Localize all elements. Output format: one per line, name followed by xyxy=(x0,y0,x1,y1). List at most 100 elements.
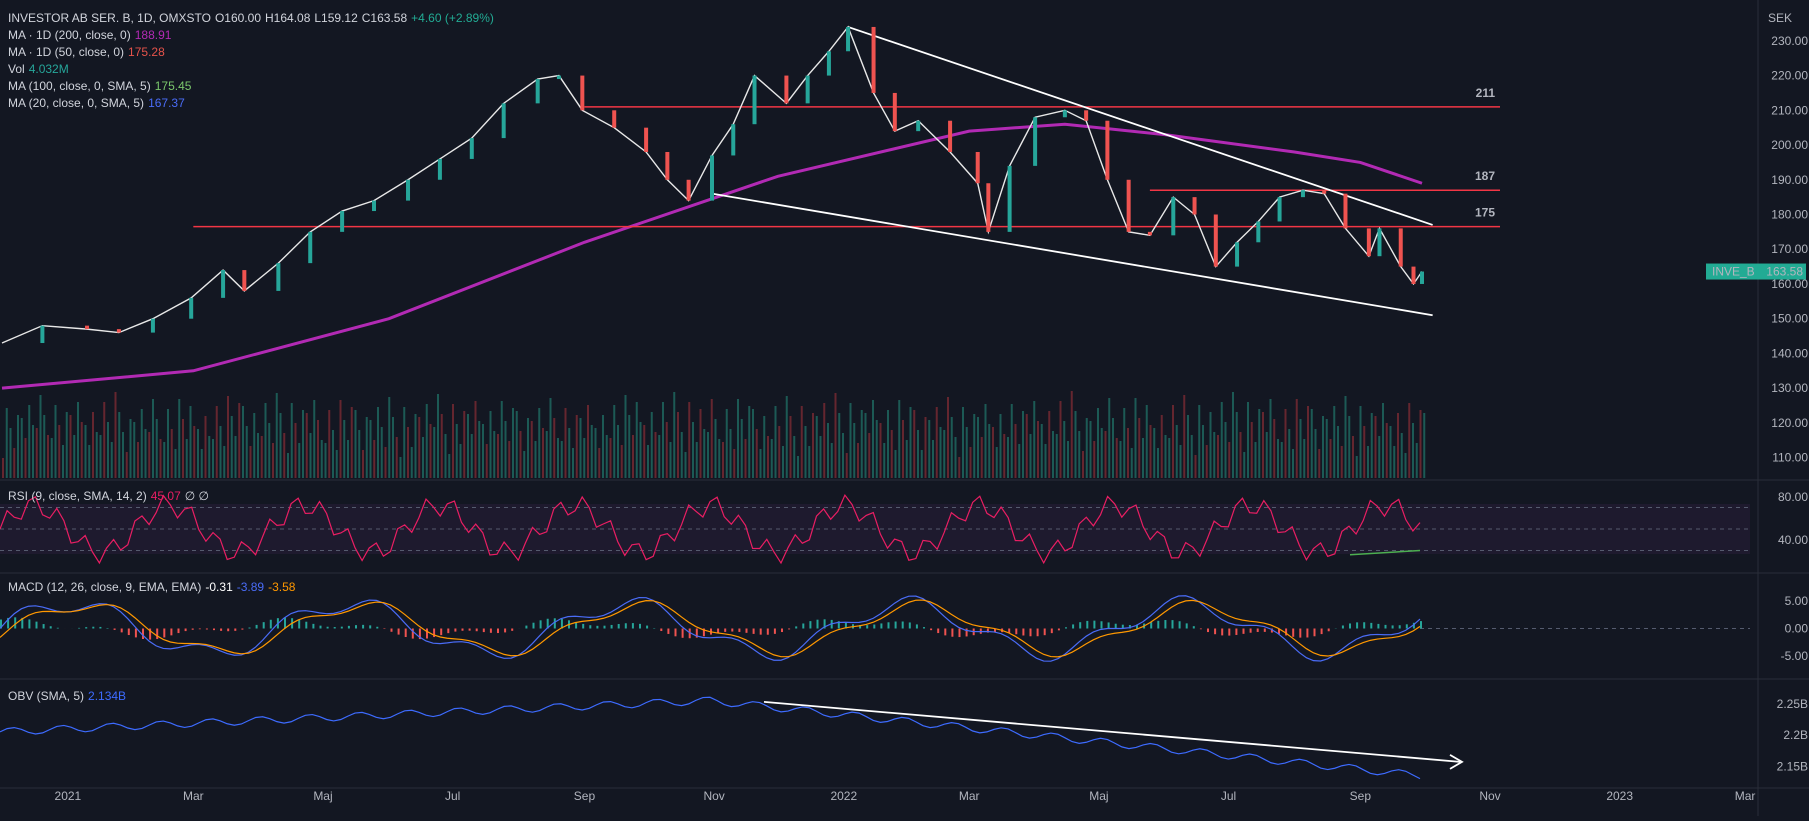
price-tick: 200.00 xyxy=(1771,138,1808,152)
ohlc-open: O160.00 xyxy=(215,10,261,27)
volume-bar xyxy=(190,406,192,478)
volume-bar xyxy=(456,424,458,478)
macd-histogram-bar xyxy=(305,622,307,629)
volume-bar xyxy=(1285,409,1287,478)
volume-bar xyxy=(403,407,405,478)
volume-bar xyxy=(1225,422,1227,478)
legend-ma200[interactable]: MA · 1D (200, close, 0)188.91 xyxy=(8,27,494,44)
volume-bar xyxy=(1281,442,1283,478)
price-tag-value: 163.58 xyxy=(1766,265,1803,279)
obv-legend[interactable]: OBV (SMA, 5)2.134B xyxy=(8,688,126,705)
volume-bar xyxy=(535,441,537,478)
macd-histogram-bar xyxy=(1356,622,1358,628)
macd-histogram-bar xyxy=(241,629,243,630)
candle xyxy=(1127,180,1131,232)
volume-bar xyxy=(670,442,672,478)
volume-bar xyxy=(992,427,994,478)
macd-histogram-bar xyxy=(57,628,59,629)
volume-bar xyxy=(362,450,364,478)
macd-histogram-bar xyxy=(1385,625,1387,629)
volume-bar xyxy=(932,440,934,478)
candle xyxy=(372,201,376,211)
volume-bar xyxy=(951,417,953,478)
legend-ma20[interactable]: MA (20, close, 0, SMA, 5)167.37 xyxy=(8,95,494,112)
volume-bar xyxy=(1363,426,1365,478)
volume-bar xyxy=(1270,399,1272,478)
legend-ma100[interactable]: MA (100, close, 0, SMA, 5)175.45 xyxy=(8,78,494,95)
volume-bar xyxy=(906,440,908,478)
volume-bar xyxy=(242,406,244,478)
candle xyxy=(580,76,584,111)
volume-bar xyxy=(1150,425,1152,478)
volume-bar xyxy=(1142,438,1144,478)
volume-bar xyxy=(1127,428,1129,478)
macd-histogram-bar xyxy=(426,629,428,639)
volume-bar xyxy=(216,406,218,478)
volume-bar xyxy=(441,414,443,478)
macd-histogram-bar xyxy=(270,620,272,629)
volume-bar xyxy=(718,439,720,478)
macd-histogram-bar xyxy=(99,627,101,629)
volume-bar xyxy=(520,431,522,478)
macd-histogram-bar xyxy=(383,629,385,630)
macd-histogram-bar xyxy=(114,629,116,630)
legend-ma50[interactable]: MA · 1D (50, close, 0)175.28 xyxy=(8,44,494,61)
volume-bar xyxy=(1378,436,1380,478)
macd-histogram-bar xyxy=(880,623,882,628)
candle xyxy=(1322,190,1326,193)
volume-bar xyxy=(565,408,567,478)
volume-bar xyxy=(452,404,454,478)
macd-histogram-bar xyxy=(916,624,918,628)
volume-bar xyxy=(193,426,195,478)
volume-bar xyxy=(171,429,173,478)
volume-bar xyxy=(516,411,518,478)
volume-bar xyxy=(1371,413,1373,478)
volume-bar xyxy=(1105,431,1107,478)
volume-bar xyxy=(130,419,132,478)
macd-histogram-bar xyxy=(504,629,506,633)
macd-histogram-bar xyxy=(163,629,165,638)
volume-bar xyxy=(921,450,923,478)
volume-bar xyxy=(838,413,840,478)
macd-histogram-bar xyxy=(1314,629,1316,637)
volume-bar xyxy=(853,423,855,478)
macd-legend[interactable]: MACD (12, 26, close, 9, EMA, EMA)-0.31-3… xyxy=(8,579,295,596)
macd-histogram-bar xyxy=(682,629,684,638)
volume-bar xyxy=(1048,411,1050,478)
candle xyxy=(1411,267,1415,284)
macd-histogram-bar xyxy=(50,626,52,628)
volume-bar xyxy=(685,452,687,478)
volume-bar xyxy=(287,453,289,478)
macd-histogram-bar xyxy=(1392,625,1394,628)
volume-bar xyxy=(1153,428,1155,478)
volume-bar xyxy=(748,406,750,478)
volume-bar xyxy=(553,418,555,478)
volume-bar xyxy=(306,413,308,478)
volume-bar xyxy=(1157,448,1159,478)
candle xyxy=(151,319,155,333)
macd-histogram-bar xyxy=(440,629,442,636)
macd-histogram-bar xyxy=(944,629,946,636)
rsi-legend[interactable]: RSI (9, close, SMA, 14, 2)45.07∅ ∅ xyxy=(8,488,209,505)
volume-bar xyxy=(1022,411,1024,478)
volume-bar xyxy=(1360,406,1362,478)
volume-bar xyxy=(51,438,53,478)
volume-bar xyxy=(1183,395,1185,478)
candle xyxy=(687,180,691,201)
candle xyxy=(948,121,952,152)
currency-label: SEK xyxy=(1768,11,1792,25)
volume-bar xyxy=(1213,432,1215,478)
ohlc-low: L159.12 xyxy=(314,10,357,27)
macd-histogram-bar xyxy=(930,629,932,631)
x-tick: Mar xyxy=(1735,789,1756,803)
macd-histogram-bar xyxy=(1157,621,1159,629)
candle xyxy=(1171,197,1175,235)
volume-bar xyxy=(28,405,30,478)
volume-bar xyxy=(411,447,413,478)
macd-histogram-bar xyxy=(582,624,584,629)
volume-bar xyxy=(895,450,897,478)
macd-histogram-bar xyxy=(731,629,733,632)
